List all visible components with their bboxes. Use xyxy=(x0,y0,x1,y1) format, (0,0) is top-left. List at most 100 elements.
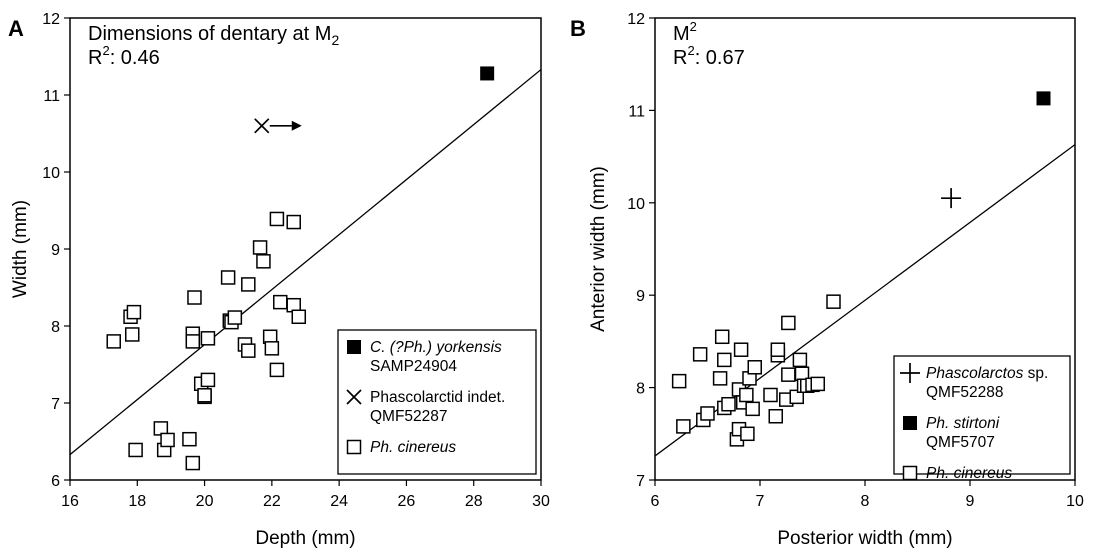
arrow-head xyxy=(291,120,302,131)
panel-letter: A xyxy=(8,16,24,41)
data-point xyxy=(185,334,201,349)
data-point xyxy=(745,401,760,417)
legend-marker xyxy=(346,389,362,405)
x-tick-label: 28 xyxy=(465,493,483,510)
x-axis-label: Depth (mm) xyxy=(255,528,355,549)
legend-label: Ph. cinereus xyxy=(370,439,456,456)
data-point xyxy=(254,118,270,134)
y-tick-label: 7 xyxy=(636,473,645,490)
legend-entry: Phascolarctid indet. QMF52287 xyxy=(346,389,505,425)
data-point xyxy=(700,406,715,421)
x-tick-label: 18 xyxy=(128,493,146,510)
y-tick-label: 8 xyxy=(51,319,60,336)
y-axis-label: Anterior width (mm) xyxy=(588,166,609,332)
data-point xyxy=(671,373,687,389)
data-point xyxy=(187,290,202,305)
data-point xyxy=(714,329,730,345)
y-tick-label: 11 xyxy=(43,88,60,105)
data-point xyxy=(269,211,285,227)
data-point xyxy=(712,371,728,386)
legend-label: Ph. stirtoni xyxy=(926,415,1000,432)
data-point xyxy=(676,419,691,434)
data-point xyxy=(124,327,140,342)
legend-label: Phascolarctos sp. xyxy=(926,365,1048,382)
data-point xyxy=(227,310,243,325)
legend-entry: Phascolarctos sp. QMF52288 xyxy=(900,363,1048,401)
data-point xyxy=(252,240,268,255)
data-point xyxy=(692,347,708,362)
legend-marker xyxy=(903,416,917,430)
data-point xyxy=(269,362,285,378)
x-tick-label: 30 xyxy=(532,493,550,510)
data-point xyxy=(789,389,804,405)
legend-marker xyxy=(346,439,362,455)
legend-entry: C. (?Ph.) yorkensis SAMP24904 xyxy=(347,339,502,375)
x-tick-label: 20 xyxy=(196,493,214,510)
y-tick-label: 6 xyxy=(51,473,60,490)
data-point xyxy=(185,455,201,471)
legend-box xyxy=(337,329,537,475)
y-tick-label: 10 xyxy=(42,165,60,182)
data-point xyxy=(128,442,143,458)
r-squared-label: R2: 0.46 xyxy=(88,43,160,69)
data-point xyxy=(739,387,754,403)
legend: Phascolarctos sp. QMF52288 Ph. stirtoni QMF… xyxy=(893,355,1071,482)
data-point xyxy=(256,254,271,269)
data-point xyxy=(264,341,280,356)
x-tick-label: 10 xyxy=(1066,493,1084,510)
data-point xyxy=(241,343,256,358)
y-tick-label: 7 xyxy=(51,396,60,413)
x-tick-label: 22 xyxy=(263,493,281,510)
legend-label: QMF52288 xyxy=(926,384,1004,401)
legend: C. (?Ph.) yorkensis SAMP24904 Phascolarcti… xyxy=(337,329,537,475)
data-point xyxy=(740,426,755,442)
data-point xyxy=(126,304,142,320)
data-point xyxy=(241,277,256,292)
x-tick-label: 8 xyxy=(861,493,870,510)
legend-entry: Ph. cinereus xyxy=(902,465,1012,482)
data-point xyxy=(291,309,307,325)
data-point xyxy=(768,408,783,424)
data-point xyxy=(721,396,736,412)
x-tick-label: 26 xyxy=(398,493,416,510)
y-tick-label: 9 xyxy=(51,242,60,259)
y-tick-label: 12 xyxy=(42,11,60,28)
legend-entry: Ph. stirtoni QMF5707 xyxy=(903,415,1000,451)
panel-letter: B xyxy=(570,16,586,41)
data-point xyxy=(747,360,762,375)
data-point xyxy=(273,294,288,310)
y-tick-label: 10 xyxy=(627,196,645,213)
legend-marker xyxy=(347,340,361,354)
y-tick-label: 12 xyxy=(627,11,645,28)
data-point xyxy=(826,294,841,309)
legend-label: Phascolarctid indet. xyxy=(370,389,505,406)
data-point xyxy=(733,342,749,357)
panel-title: M2 xyxy=(673,19,697,45)
y-tick-label: 8 xyxy=(636,381,645,398)
legend-box xyxy=(893,355,1071,475)
legend-label: QMF5707 xyxy=(926,434,995,451)
panel-a: A 16 18 20 22 24 26 28 30 6 7 8 9 10 11 12 Depth (mm) Wid… xyxy=(8,11,550,549)
data-point xyxy=(941,188,962,209)
trend-line xyxy=(70,69,541,456)
data-point xyxy=(1036,91,1051,106)
legend-label: SAMP24904 xyxy=(370,358,457,375)
data-point xyxy=(200,331,216,346)
data-point xyxy=(182,431,197,447)
panel-title: Dimensions of dentary at M2 xyxy=(88,23,339,48)
legend-marker xyxy=(902,465,918,481)
y-tick-label: 9 xyxy=(636,288,645,305)
data-point xyxy=(792,352,808,368)
data-point xyxy=(480,66,495,81)
x-tick-label: 16 xyxy=(61,493,79,510)
data-point xyxy=(160,432,175,448)
legend-marker xyxy=(900,363,920,383)
data-point xyxy=(763,387,778,403)
data-point xyxy=(286,214,301,230)
data-point xyxy=(220,270,236,285)
data-point xyxy=(200,372,216,388)
legend-label: C. (?Ph.) yorkensis xyxy=(370,339,502,356)
data-point xyxy=(781,315,796,331)
